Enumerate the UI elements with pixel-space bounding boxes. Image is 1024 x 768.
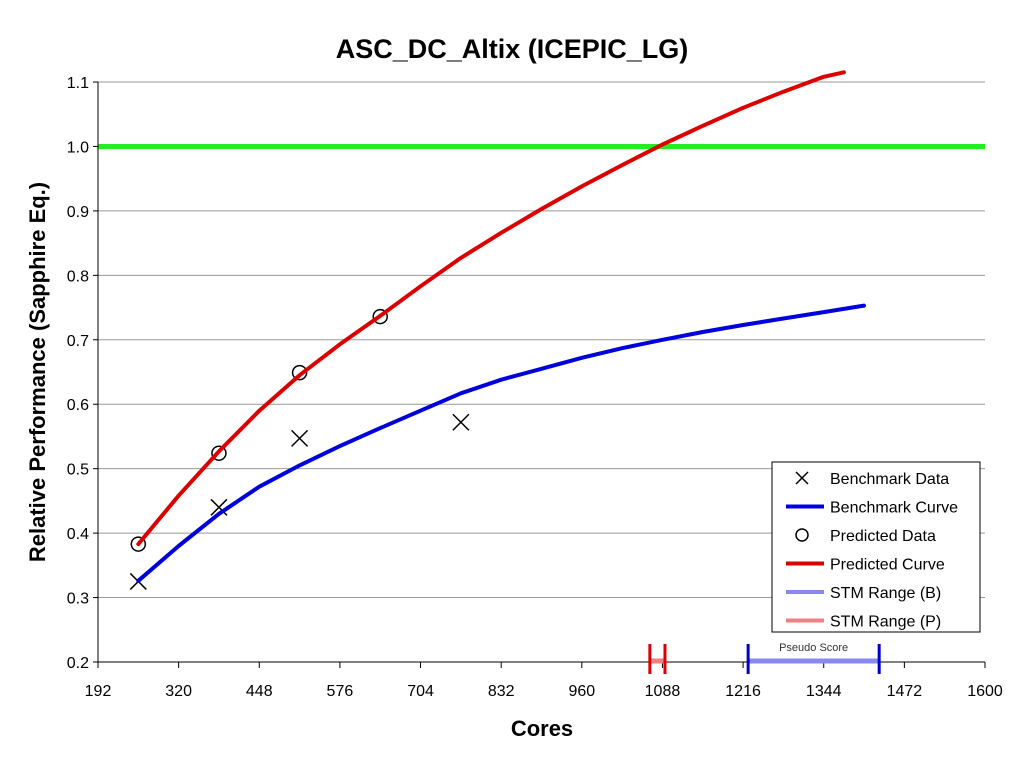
benchmark-curve-line	[136, 303, 866, 583]
x-tick-label: 320	[165, 683, 192, 700]
x-tick-label: 960	[568, 683, 595, 700]
predicted-data-point	[372, 308, 388, 325]
benchmark-data-point	[291, 429, 309, 447]
legend-label: Predicted Curve	[830, 557, 945, 574]
series-benchmark-data	[129, 413, 470, 590]
x-tick-label: 576	[327, 683, 354, 700]
legend-label: STM Range (B)	[830, 585, 941, 602]
y-tick-label: 0.6	[67, 397, 89, 414]
legend-x-marker	[795, 471, 809, 485]
x-tick-label: 1088	[645, 683, 681, 700]
y-axis-title: Relative Performance (Sapphire Eq.)	[25, 182, 50, 562]
legend-label: Benchmark Curve	[830, 500, 958, 517]
benchmark-data-point	[210, 498, 228, 516]
y-tick-label: 0.2	[67, 655, 89, 672]
x-tick-label: 1600	[967, 683, 1003, 700]
legend-label: Benchmark Data	[830, 471, 949, 488]
y-tick-label: 1.1	[67, 75, 89, 92]
y-tick-label: 0.8	[67, 268, 89, 285]
predicted-data-point	[211, 445, 227, 461]
predicted-curve-line	[136, 70, 846, 547]
x-tick-label: 1472	[887, 683, 923, 700]
x-tick-label: 832	[488, 683, 515, 700]
legend-item: STM Range (B)	[786, 585, 941, 602]
x-tick-label: 448	[246, 683, 273, 700]
series-benchmark-curve	[136, 303, 866, 583]
series-predicted-curve	[136, 70, 846, 547]
pseudo-score-label: Pseudo Score	[779, 642, 848, 654]
y-tick-label: 1.0	[67, 139, 89, 156]
chart-title: ASC_DC_Altix (ICEPIC_LG)	[336, 34, 689, 64]
x-tick-label: 1216	[725, 683, 761, 700]
legend-item: Benchmark Data	[795, 471, 949, 488]
predicted-data-point	[130, 536, 147, 552]
legend-item: Predicted Curve	[786, 557, 945, 574]
legend-circle-marker	[795, 528, 809, 542]
tick-labels: 0.2 0.3 0.4 0.5 0.6 0.7 0.8 0.9 1.0 1.1 192 320 448 5…	[67, 75, 1003, 700]
legend-label: Predicted Data	[830, 528, 936, 545]
range-group: Pseudo Score	[648, 642, 881, 674]
predicted-data-point	[291, 364, 308, 381]
series-group	[129, 70, 866, 590]
legend-item: Predicted Data	[795, 528, 936, 545]
legend-item: Benchmark Curve	[786, 500, 958, 517]
legend: Benchmark Data Benchmark Curve Predicted D…	[771, 461, 981, 633]
x-marker-stroke	[210, 498, 228, 516]
benchmark-data-point	[452, 413, 470, 431]
stm-range-p	[648, 644, 667, 674]
y-tick-label: 0.7	[67, 333, 89, 350]
x-tick-label: 1344	[806, 683, 842, 700]
y-tick-label: 0.9	[67, 204, 89, 221]
legend-label: STM Range (P)	[830, 614, 941, 631]
y-tick-label: 0.4	[67, 526, 89, 543]
x-tick-label: 704	[407, 683, 434, 700]
series-predicted-data	[130, 308, 388, 552]
x-marker-stroke	[291, 429, 309, 447]
grid	[98, 81, 985, 599]
y-tick-label: 0.3	[67, 591, 89, 608]
legend-item: STM Range (P)	[786, 614, 941, 631]
stm-range-b	[746, 644, 881, 674]
legend-box	[771, 461, 981, 633]
x-tick-label: 192	[85, 683, 112, 700]
y-tick-label: 0.5	[67, 462, 89, 479]
x-marker-stroke	[452, 413, 470, 431]
x-axis-title: Cores	[511, 716, 573, 741]
